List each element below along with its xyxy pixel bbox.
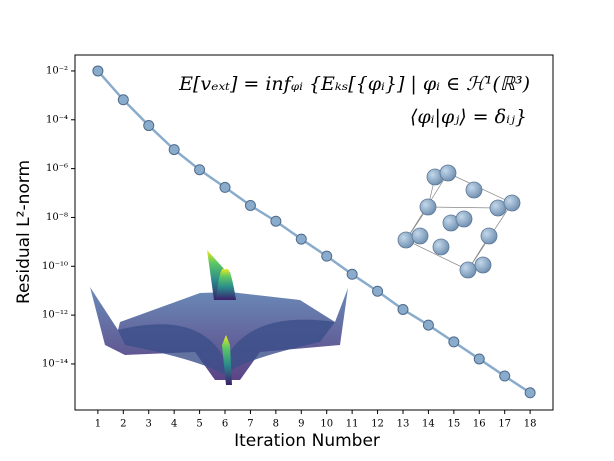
atoms <box>397 164 521 279</box>
point <box>168 144 180 156</box>
annotation: ⟨φᵢ|φⱼ⟩ = δᵢⱼ} <box>410 106 527 128</box>
x-tick-label: 9 <box>298 419 304 430</box>
plot-frame <box>74 54 554 411</box>
x-tick-label: 7 <box>247 419 253 430</box>
x-tick-label: 14 <box>422 419 435 430</box>
point <box>92 65 104 77</box>
point <box>422 319 434 331</box>
x-tick-label: 13 <box>397 419 410 430</box>
point <box>219 181 231 193</box>
x-tick-label: 1 <box>95 419 101 430</box>
y-tick-label: 10⁻⁸ <box>46 212 68 223</box>
point <box>473 353 485 365</box>
y-tick-label: 10⁻⁴ <box>46 114 68 125</box>
y-tick-label: 10⁻⁶ <box>46 163 68 174</box>
point <box>372 285 384 297</box>
point <box>143 120 155 132</box>
y-tick-label: 10⁻¹⁰ <box>42 261 68 272</box>
point <box>499 370 511 382</box>
x-tick-label: 5 <box>196 419 202 430</box>
point <box>397 303 409 315</box>
point <box>270 215 282 227</box>
x-tick-label: 8 <box>273 419 279 430</box>
x-tick-label: 11 <box>346 419 359 430</box>
point <box>117 94 129 106</box>
x-tick-label: 3 <box>146 419 152 430</box>
x-tick-label: 10 <box>320 419 333 430</box>
y-tick-label: 10⁻¹² <box>42 310 68 321</box>
point <box>194 164 206 176</box>
y-tick-label: 10⁻¹⁴ <box>42 358 68 369</box>
point <box>244 199 256 211</box>
x-tick-label: 6 <box>222 419 228 430</box>
point <box>321 250 333 262</box>
point <box>295 233 307 245</box>
x-axis-label: Iteration Number <box>234 431 380 451</box>
y-tick-label: 10⁻² <box>46 65 68 76</box>
x-tick-label: 2 <box>120 419 126 430</box>
surface-illustration <box>90 250 348 385</box>
point <box>448 336 460 348</box>
x-tick-label: 16 <box>473 419 486 430</box>
x-tick-label: 12 <box>371 419 384 430</box>
point <box>346 268 358 280</box>
x-tick-label: 18 <box>524 419 537 430</box>
annotation: E[vₑₓₜ] = infᵩᵢ {Eₖₛ[{φᵢ}] | φᵢ ∈ ℋ¹(ℝ³) <box>178 73 530 95</box>
x-tick-label: 4 <box>171 419 177 430</box>
y-axis-label: Residual L²-norm <box>14 160 34 304</box>
point <box>524 387 536 399</box>
x-tick-label: 15 <box>447 419 460 430</box>
x-tick-label: 17 <box>498 419 511 430</box>
